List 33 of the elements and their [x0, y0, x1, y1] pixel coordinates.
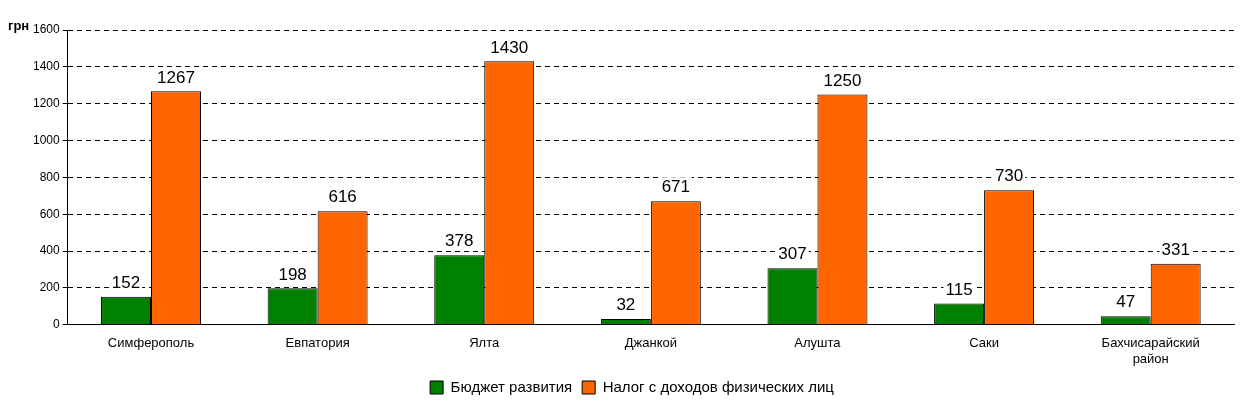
x-tick-label: Ялта [469, 335, 501, 351]
x-tick-label: Евпатория [285, 335, 350, 351]
data-label: 198 [278, 264, 307, 284]
y-tick-label: 1200 [32, 96, 61, 111]
legend-label: Бюджет развития [450, 377, 573, 395]
data-label: 307 [778, 244, 807, 264]
data-label: 730 [994, 166, 1024, 186]
y-tick-label: 1400 [32, 59, 61, 74]
y-tick-label: 200 [39, 280, 61, 295]
x-tick-label: Джанкой [624, 335, 677, 351]
data-label: 32 [616, 295, 636, 315]
legend-label: Налог с доходов физических лиц [602, 377, 835, 395]
y-axis-title: грн [8, 18, 30, 34]
data-label: 47 [1116, 292, 1136, 312]
data-label: 331 [1161, 240, 1190, 259]
data-label: 616 [328, 187, 357, 207]
y-tick-label: 400 [39, 243, 61, 258]
data-label: 1250 [823, 70, 862, 90]
y-tick-label: 1000 [32, 132, 61, 147]
data-label: 152 [111, 272, 141, 292]
data-label: 1267 [157, 67, 195, 87]
data-label: 378 [445, 231, 474, 251]
x-tick-label: Симферополь [107, 335, 195, 351]
data-label: 671 [661, 177, 691, 197]
y-tick-label: 800 [39, 169, 61, 184]
data-label: 115 [945, 279, 973, 299]
data-label: 1430 [490, 37, 529, 57]
x-tick-label: Бахчисарайский район [1101, 335, 1200, 366]
x-tick-label: Саки [969, 335, 999, 351]
y-tick-label: 1600 [32, 22, 61, 37]
y-tick-label: 0 [53, 317, 61, 332]
y-tick-label: 600 [39, 206, 61, 221]
x-tick-label: Алушта [794, 335, 842, 351]
